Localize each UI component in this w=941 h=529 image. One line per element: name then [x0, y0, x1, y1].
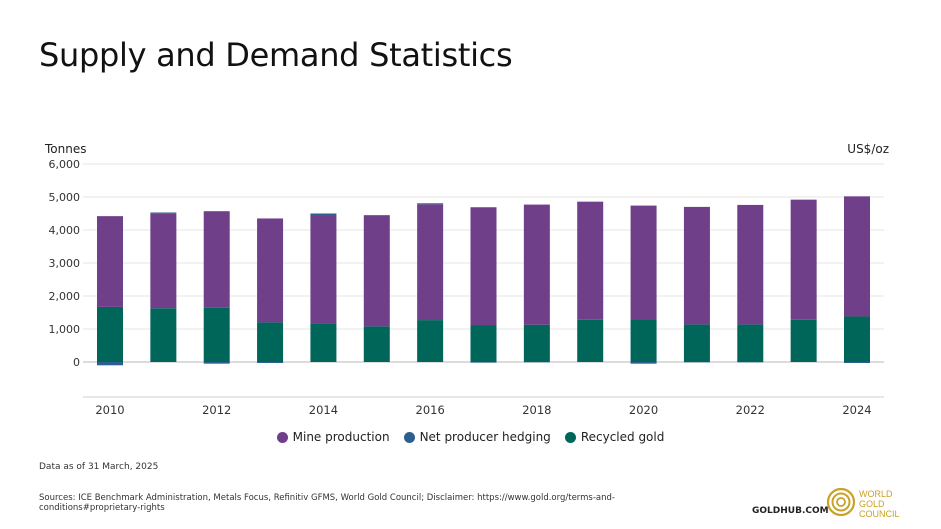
- wgc-line-2: GOLD: [859, 499, 885, 509]
- legend-label: Recycled gold: [580, 430, 665, 444]
- bar-group-2017[interactable]: [470, 207, 497, 363]
- bar-group-2014[interactable]: [310, 213, 337, 363]
- legend-item-recycled-gold[interactable]: Recycled gold: [564, 430, 665, 444]
- bars: [97, 196, 870, 366]
- wgc-line-1: WORLD: [859, 489, 893, 499]
- bar-mine-production[interactable]: [203, 211, 230, 308]
- bar-net-producer-hedging[interactable]: [310, 213, 337, 216]
- bar-mine-production[interactable]: [790, 199, 817, 320]
- bar-recycled-gold[interactable]: [737, 324, 764, 362]
- bar-group-2021[interactable]: [683, 206, 710, 363]
- chart-legend: Mine production Net producer hedging Rec…: [0, 430, 941, 444]
- y-tick-label: 0: [73, 356, 80, 369]
- x-tick-label: 2020: [629, 403, 658, 417]
- bar-group-2011[interactable]: [150, 212, 177, 362]
- bar-recycled-gold[interactable]: [97, 306, 123, 362]
- bar-group-2019[interactable]: [577, 201, 604, 362]
- bar-recycled-gold[interactable]: [310, 323, 337, 362]
- x-tick-label: 2018: [522, 403, 551, 417]
- bar-group-2010[interactable]: [97, 216, 123, 366]
- y-tick-label: 4,000: [49, 224, 81, 237]
- bar-group-2015[interactable]: [363, 215, 390, 362]
- y-axis-unit-left: Tonnes: [45, 142, 87, 156]
- tick-labels: 0 1,000 2,000 3,000 4,000 5,000 6,000 2010 2012 2…: [49, 158, 872, 417]
- data-date-note: Data as of 31 March, 2025: [39, 462, 159, 472]
- bar-group-2022[interactable]: [737, 204, 764, 363]
- bar-recycled-gold[interactable]: [203, 307, 230, 362]
- world-gold-council-logo-icon: [826, 487, 856, 517]
- bar-recycled-gold[interactable]: [577, 319, 604, 362]
- bar-group-2024[interactable]: [844, 196, 870, 363]
- bar-group-2012[interactable]: [203, 211, 230, 364]
- bar-recycled-gold[interactable]: [844, 316, 870, 362]
- bar-mine-production[interactable]: [417, 204, 444, 321]
- wgc-line-3: COUNCIL: [859, 509, 900, 519]
- x-tick-label: 2016: [416, 403, 445, 417]
- bar-mine-production[interactable]: [257, 218, 284, 323]
- legend-item-net-producer-hedging[interactable]: Net producer hedging: [403, 430, 551, 444]
- x-tick-label: 2014: [309, 403, 338, 417]
- bar-recycled-gold[interactable]: [417, 320, 444, 362]
- bar-mine-production[interactable]: [683, 206, 710, 325]
- x-tick-label: 2010: [95, 403, 124, 417]
- y-tick-label: 3,000: [49, 257, 81, 270]
- bar-net-producer-hedging[interactable]: [150, 212, 177, 214]
- bar-net-producer-hedging[interactable]: [97, 362, 123, 366]
- bar-mine-production[interactable]: [844, 196, 870, 317]
- world-gold-council-wordmark: WORLD GOLD COUNCIL: [859, 489, 900, 519]
- y-tick-label: 6,000: [49, 158, 81, 171]
- bar-mine-production[interactable]: [577, 201, 604, 320]
- bar-group-2020[interactable]: [630, 205, 657, 364]
- y-tick-label: 1,000: [49, 323, 81, 336]
- y-tick-label: 5,000: [49, 191, 81, 204]
- page-title: Supply and Demand Statistics: [39, 36, 513, 74]
- x-tick-label: 2022: [736, 403, 765, 417]
- goldhub-link[interactable]: GOLDHUB.COM: [752, 506, 829, 516]
- bar-group-2013[interactable]: [257, 218, 284, 363]
- bar-recycled-gold[interactable]: [363, 326, 390, 362]
- bar-mine-production[interactable]: [310, 215, 337, 324]
- x-tick-label: 2012: [202, 403, 231, 417]
- bar-recycled-gold[interactable]: [683, 324, 710, 362]
- bar-mine-production[interactable]: [363, 215, 390, 327]
- bar-recycled-gold[interactable]: [630, 319, 657, 362]
- legend-item-mine-production[interactable]: Mine production: [276, 430, 390, 444]
- bar-mine-production[interactable]: [150, 213, 177, 309]
- bar-recycled-gold[interactable]: [523, 324, 550, 362]
- sources-disclaimer: Sources: ICE Benchmark Administration, M…: [39, 493, 615, 513]
- recycled-gold-swatch: [564, 431, 576, 443]
- bar-mine-production[interactable]: [470, 207, 497, 326]
- bar-net-producer-hedging[interactable]: [203, 362, 230, 364]
- mine-production-swatch: [276, 431, 288, 443]
- bar-mine-production[interactable]: [630, 205, 657, 320]
- bar-recycled-gold[interactable]: [790, 319, 817, 362]
- bar-net-producer-hedging[interactable]: [257, 362, 284, 363]
- bar-mine-production[interactable]: [523, 204, 550, 325]
- legend-label: Net producer hedging: [419, 430, 551, 444]
- bar-group-2018[interactable]: [523, 204, 550, 363]
- bar-mine-production[interactable]: [97, 216, 123, 307]
- bar-group-2016[interactable]: [417, 203, 444, 362]
- bar-net-producer-hedging[interactable]: [417, 203, 444, 205]
- bar-net-producer-hedging[interactable]: [630, 362, 657, 364]
- y-tick-label: 2,000: [49, 290, 81, 303]
- bar-net-producer-hedging[interactable]: [470, 362, 497, 363]
- bar-mine-production[interactable]: [737, 204, 764, 325]
- y-axis-unit-right: US$/oz: [847, 142, 889, 156]
- bar-recycled-gold[interactable]: [150, 308, 177, 362]
- net-producer-hedging-swatch: [403, 431, 415, 443]
- bar-net-producer-hedging[interactable]: [844, 362, 870, 363]
- bar-recycled-gold[interactable]: [257, 322, 284, 362]
- legend-label: Mine production: [292, 430, 390, 444]
- x-tick-label: 2024: [842, 403, 871, 417]
- bar-recycled-gold[interactable]: [470, 325, 497, 362]
- bar-group-2023[interactable]: [790, 199, 817, 362]
